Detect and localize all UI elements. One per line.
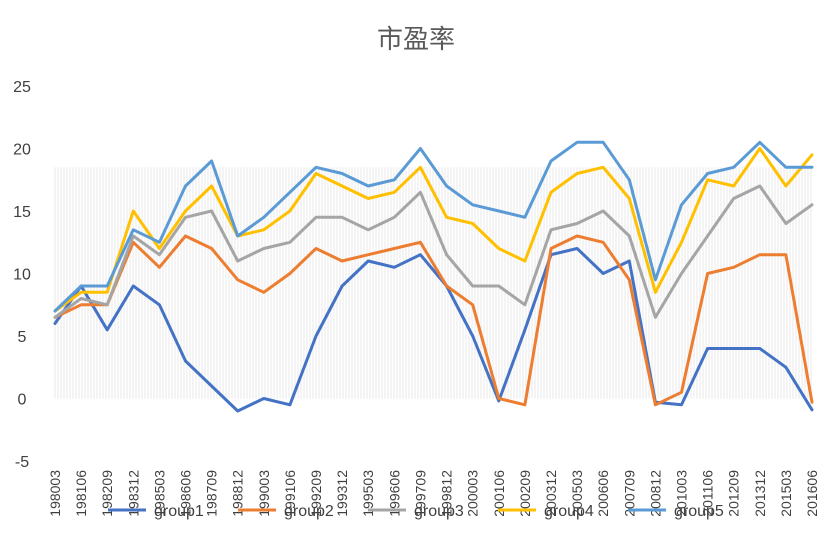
y-tick-label: 5	[18, 329, 27, 346]
x-tick-label: 200709	[621, 470, 637, 517]
y-tick-label: 15	[13, 204, 31, 221]
x-tick-label: 201606	[804, 470, 820, 517]
chart-title: 市盈率	[377, 25, 455, 55]
x-tick-label: 200003	[465, 470, 481, 517]
x-tick-label: 198503	[151, 470, 167, 517]
x-tick-label: 199106	[282, 470, 298, 517]
x-tick-label: 201106	[700, 470, 716, 516]
x-tick-label: 199209	[308, 470, 324, 517]
series-line-group1	[53, 247, 814, 413]
x-tick-label: 201503	[778, 470, 794, 517]
y-axis-ticks: -5 0 5 10 15 20 25	[13, 79, 31, 471]
series-line-group4	[53, 147, 814, 313]
x-tick-label: 199709	[412, 470, 428, 517]
x-axis-ticks: 198003 198106 198209 198312 198503 198606 1987…	[47, 470, 820, 517]
y-tick-label: -5	[15, 454, 29, 471]
x-tick-label: 200503	[569, 470, 585, 517]
series-line-group3	[53, 184, 814, 319]
x-tick-label: 200209	[517, 470, 533, 517]
series-line-group2	[53, 234, 814, 407]
series-line-group5	[53, 140, 814, 313]
legend: group1 group2 group3 group4 group5	[108, 503, 724, 520]
x-tick-label: 201003	[673, 470, 689, 517]
x-tick-label: 198709	[204, 470, 220, 517]
x-tick-label: 198606	[178, 470, 194, 517]
x-tick-label: 199606	[386, 470, 402, 517]
x-tick-label: 198812	[230, 470, 246, 517]
x-tick-label: 200606	[595, 470, 611, 517]
x-tick-label: 198003	[47, 470, 63, 517]
x-tick-label: 200312	[543, 470, 559, 517]
legend-label-group2: group2	[284, 503, 334, 520]
x-tick-label: 199312	[334, 470, 350, 517]
x-tick-label: 198312	[125, 470, 141, 517]
x-tick-label: 199812	[439, 470, 455, 517]
legend-label-group3: group3	[414, 503, 464, 520]
y-tick-label: 10	[13, 267, 31, 284]
x-tick-label: 200812	[647, 470, 663, 517]
legend-label-group1: group1	[154, 503, 204, 520]
background-bars	[54, 167, 812, 399]
x-tick-label: 201312	[752, 470, 768, 517]
y-tick-label: 20	[13, 142, 31, 159]
x-tick-label: 199003	[256, 470, 272, 517]
x-tick-label: 201209	[726, 470, 742, 517]
series-lines	[53, 140, 814, 413]
x-tick-label: 198106	[73, 470, 89, 517]
legend-label-group4: group4	[544, 503, 594, 520]
x-tick-label: 199503	[360, 470, 376, 517]
legend-label-group5: group5	[674, 503, 724, 520]
y-tick-label: 0	[18, 392, 27, 409]
x-tick-label: 200106	[491, 470, 507, 517]
y-tick-label: 25	[13, 79, 31, 96]
x-tick-label: 198209	[99, 470, 115, 517]
